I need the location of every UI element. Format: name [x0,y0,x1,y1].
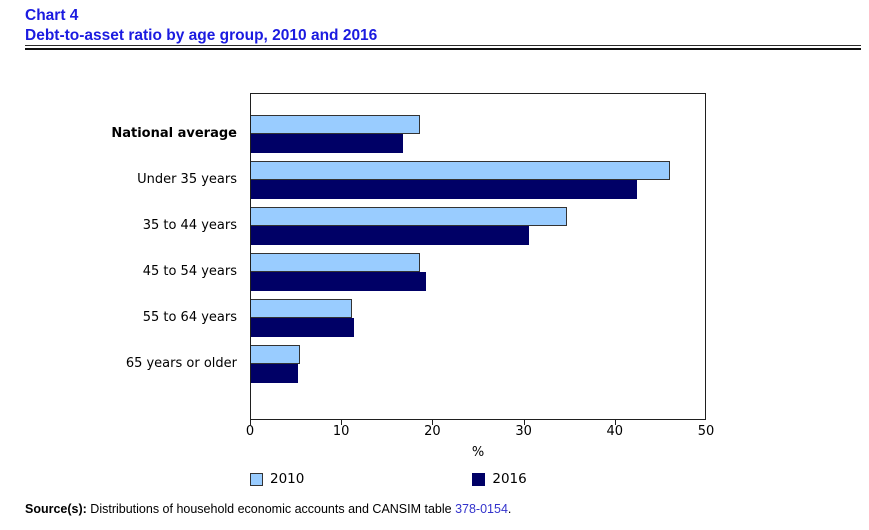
tick-label: 30 [515,424,532,439]
category-label: 65 years or older [125,355,237,371]
bar-2010 [251,115,420,134]
category-label: 45 to 54 years [142,263,237,279]
source-text: Distributions of household economic acco… [86,502,456,516]
x-axis-label: % [471,445,485,460]
bar-group [251,299,705,337]
bar-2010 [251,345,301,364]
bar-2016 [251,180,637,199]
bar-group [251,253,705,291]
legend: 2010 2016 [250,471,527,487]
source-prefix: Source(s): [25,502,87,516]
legend-swatch-2010 [250,472,263,486]
category-label: 35 to 44 years [142,217,237,233]
tick-label: 10 [332,424,350,439]
bar-2010 [251,207,567,226]
bar-2010 [251,299,352,318]
bar-group [251,345,705,383]
bar-2016 [251,364,299,383]
bar-2016 [251,134,403,153]
tick-label: 20 [424,424,441,439]
legend-label: 2010 [270,471,305,487]
bar-2016 [251,318,354,337]
tick-label: 50 [697,424,715,439]
category-label: 55 to 64 years [142,309,237,325]
bar-2010 [251,253,420,272]
bar-group [251,207,705,245]
tick-mark [523,420,525,425]
legend-swatch-2016 [472,472,486,486]
tick-mark [341,420,343,425]
category-label: Under 35 years [137,171,237,187]
legend-item-2010: 2010 [250,471,304,487]
source-link[interactable]: 378-0154 [455,502,508,516]
source-period: . [507,502,512,516]
tick-mark [432,420,434,425]
category-labels: National average Under 35 years 35 to 44 y… [0,93,237,420]
category-label: National average [111,125,237,141]
bar-group [251,115,705,153]
source-line: Source(s): Distributions of household ec… [25,502,511,516]
legend-label: 2016 [492,471,527,487]
bar-2010 [251,161,671,180]
plot-area [250,93,706,420]
chart-title: Debt-to-asset ratio by age group, 2010 a… [25,27,378,44]
tick-mark [250,420,251,425]
bar-group [251,161,705,199]
tick-label: 0 [245,424,255,439]
bar-2016 [251,226,529,245]
bar-rows [251,94,705,419]
x-axis: 0 10 20 30 40 50 [246,420,714,442]
legend-item-2016: 2016 [472,471,527,487]
header-divider [25,45,861,50]
chart-header: Chart 4 Debt-to-asset ratio by age group… [25,6,377,46]
bar-2016 [251,272,427,291]
tick-mark [614,420,616,425]
tick-label: 40 [606,424,624,439]
chart-number: Chart 4 [25,7,79,24]
